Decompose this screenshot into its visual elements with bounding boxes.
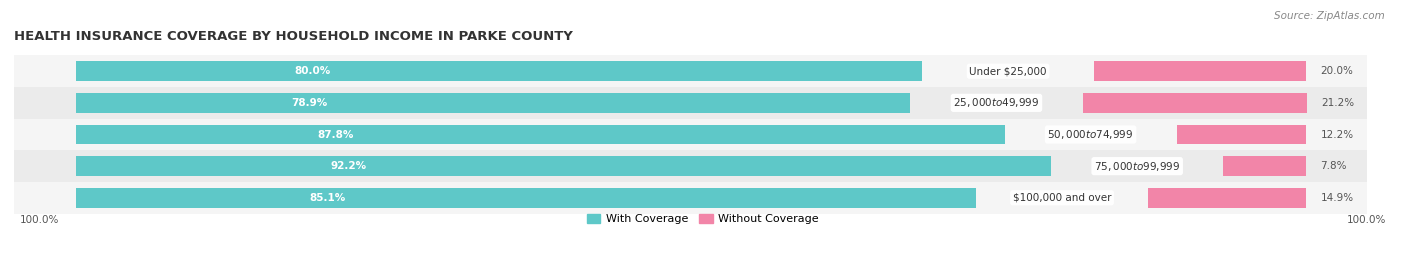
Bar	[76, 125, 1004, 144]
Bar	[14, 119, 1367, 150]
Bar	[76, 156, 1052, 176]
Bar	[1177, 125, 1306, 144]
Legend: With Coverage, Without Coverage: With Coverage, Without Coverage	[582, 210, 824, 229]
Text: HEALTH INSURANCE COVERAGE BY HOUSEHOLD INCOME IN PARKE COUNTY: HEALTH INSURANCE COVERAGE BY HOUSEHOLD I…	[14, 30, 572, 43]
Text: 12.2%: 12.2%	[1320, 129, 1354, 140]
Text: $75,000 to $99,999: $75,000 to $99,999	[1094, 160, 1181, 173]
Text: Source: ZipAtlas.com: Source: ZipAtlas.com	[1274, 11, 1385, 21]
Bar	[1094, 61, 1306, 81]
Text: 20.0%: 20.0%	[1320, 66, 1354, 76]
Text: $50,000 to $74,999: $50,000 to $74,999	[1047, 128, 1133, 141]
Text: 14.9%: 14.9%	[1320, 193, 1354, 203]
Bar	[76, 61, 922, 81]
Bar	[14, 150, 1367, 182]
Bar	[14, 87, 1367, 119]
Text: $25,000 to $49,999: $25,000 to $49,999	[953, 96, 1039, 109]
Text: $100,000 and over: $100,000 and over	[1012, 193, 1111, 203]
Text: 100.0%: 100.0%	[20, 215, 59, 225]
Bar	[14, 55, 1367, 87]
Text: 7.8%: 7.8%	[1320, 161, 1347, 171]
Bar	[14, 182, 1367, 214]
Bar	[1083, 93, 1308, 113]
Text: 92.2%: 92.2%	[330, 161, 367, 171]
Bar	[76, 93, 910, 113]
Text: 85.1%: 85.1%	[309, 193, 346, 203]
Text: 78.9%: 78.9%	[291, 98, 328, 108]
Bar	[1149, 188, 1306, 208]
Bar	[1223, 156, 1306, 176]
Bar	[76, 188, 976, 208]
Text: 100.0%: 100.0%	[1347, 215, 1386, 225]
Text: 21.2%: 21.2%	[1322, 98, 1355, 108]
Text: 80.0%: 80.0%	[294, 66, 330, 76]
Text: Under $25,000: Under $25,000	[969, 66, 1047, 76]
Text: 87.8%: 87.8%	[318, 129, 354, 140]
